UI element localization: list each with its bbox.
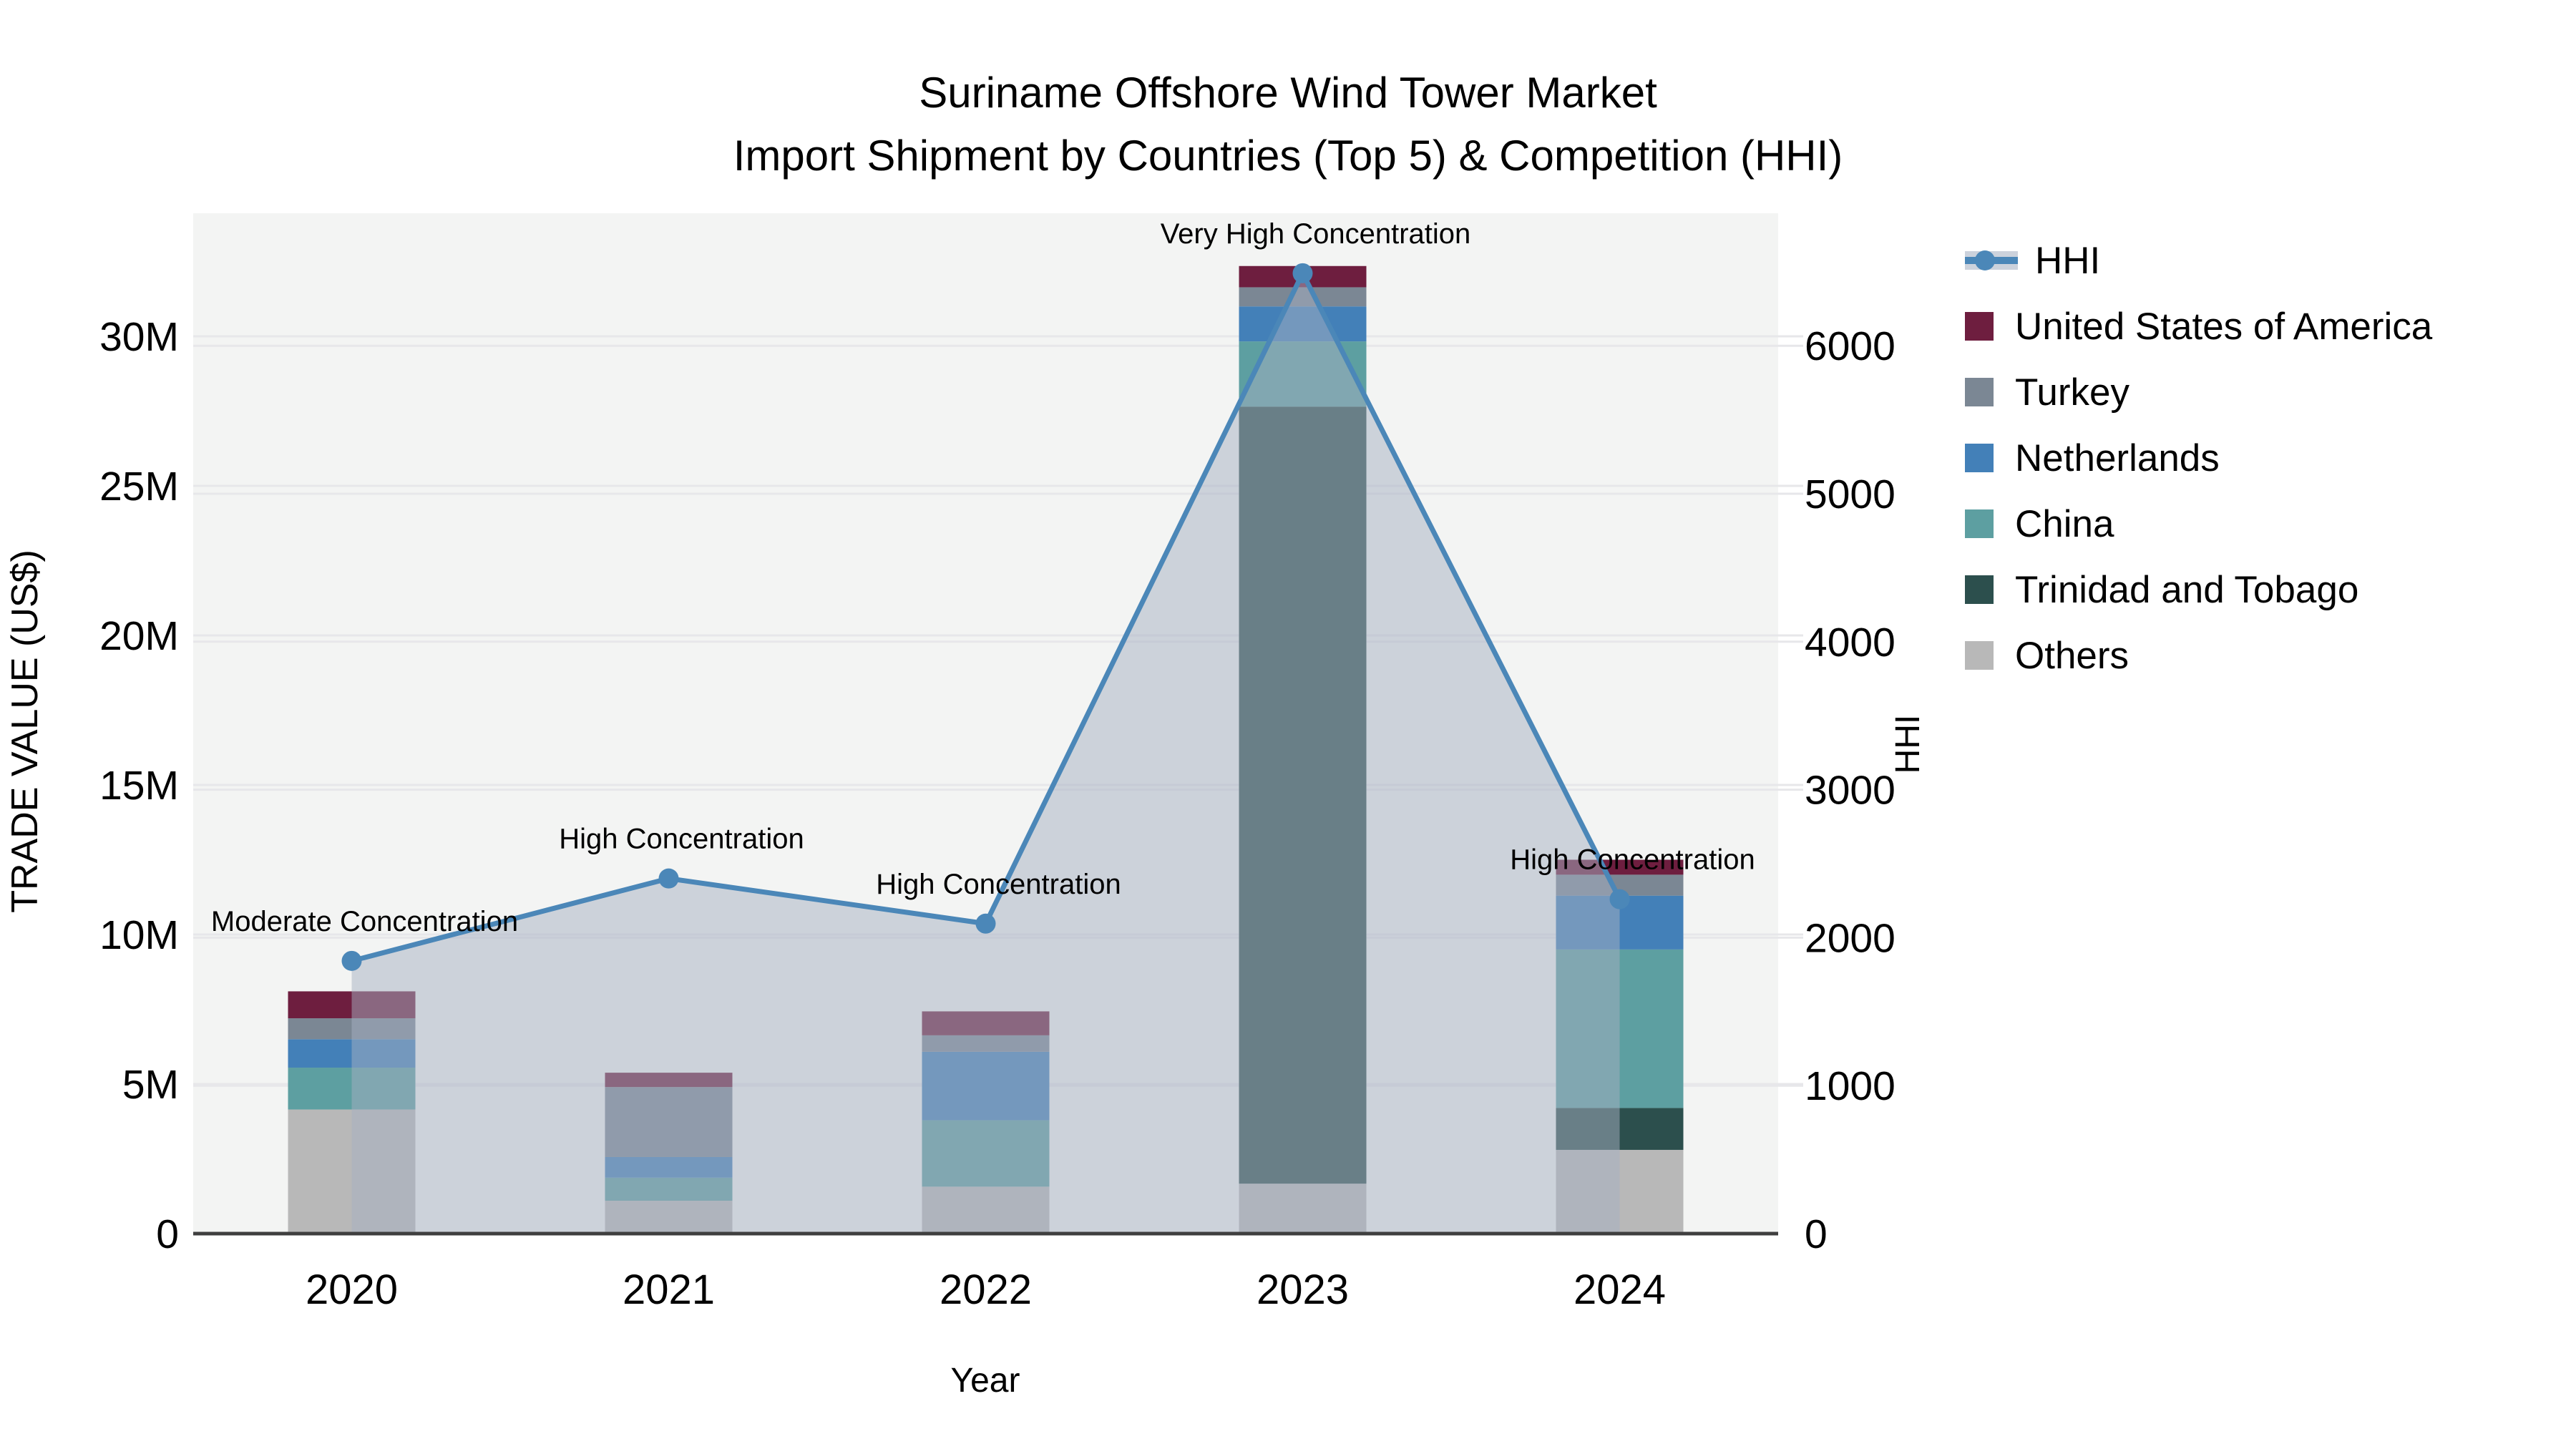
legend-item-label: HHI [2035,239,2101,282]
others-swatch-icon [1965,641,1994,670]
y-right-tick-label: 6000 [1805,323,1896,369]
y-right-tick-label: 3000 [1805,768,1896,814]
legend-item-others[interactable]: Others [1965,634,2432,677]
hhi-line-layer [341,263,1630,971]
china-swatch-icon [1965,509,1994,538]
legend-item-label: Others [2015,634,2129,677]
hhi-marker-2021[interactable] [658,868,679,889]
y-left-tick-label: 15M [99,763,179,809]
trinidad-and-tobago-swatch-icon [1965,575,1994,604]
hhi-annotation-2023: Very High Concentration [1161,218,1471,250]
y-right-tick-label: 1000 [1805,1063,1896,1109]
legend-item-trinidad-and-tobago[interactable]: Trinidad and Tobago [1965,568,2432,611]
hhi-marker-2024[interactable] [1609,889,1630,909]
y-left-tick-label: 0 [156,1211,179,1257]
united-states-of-america-swatch-icon [1965,312,1994,341]
hhi-marker-2022[interactable] [975,913,996,934]
x-tick-label-2020: 2020 [306,1267,398,1313]
legend-item-united-states-of-america[interactable]: United States of America [1965,305,2433,348]
y-left-tick-label: 10M [99,912,179,958]
y-left-tick-label: 25M [99,464,179,509]
chart-title-line1: Suriname Offshore Wind Tower Market [919,69,1657,117]
netherlands-swatch-icon [1965,444,1994,472]
y-right-tick-label: 2000 [1805,915,1896,961]
legend-item-label: Trinidad and Tobago [2015,568,2359,611]
y-left-tick-label: 20M [99,613,179,659]
chart-title-line2: Import Shipment by Countries (Top 5) & C… [733,132,1843,180]
hhi-annotation-2024: High Concentration [1510,844,1755,876]
annotations-layer: Moderate Concentration High Concentration… [211,218,1755,937]
y-left-tick-label: 5M [122,1062,179,1108]
hhi-line-swatch-icon [1965,245,2018,276]
x-tick-label-2023: 2023 [1257,1267,1349,1313]
legend-item-netherlands[interactable]: Netherlands [1965,436,2432,479]
hhi-annotation-2021: High Concentration [559,824,804,855]
hhi-area-layer [351,273,1620,1234]
x-tick-label-2021: 2021 [623,1267,715,1313]
hhi-marker-2020[interactable] [341,950,362,971]
hhi-area-fill [351,273,1620,1234]
legend-item-label: Netherlands [2015,436,2220,479]
turkey-swatch-icon [1965,378,1994,406]
legend-item-label: China [2015,502,2114,545]
y-left-axis-title: TRADE VALUE (US$) [4,550,46,913]
hhi-marker-2023[interactable] [1292,263,1313,283]
y-right-tick-label: 0 [1805,1211,1828,1257]
legend-item-hhi[interactable]: HHI [1965,239,2432,282]
y-left-tick-label: 30M [99,314,179,360]
legend-item-label: United States of America [2015,305,2433,348]
x-tick-label-2022: 2022 [940,1267,1032,1313]
x-tick-label-2024: 2024 [1574,1267,1666,1313]
legend: HHI United States of America Turkey Netherl… [1965,239,2433,677]
legend-item-china[interactable]: China [1965,502,2432,545]
y-right-axis-title: HHI [1889,715,1927,774]
hhi-annotation-2022: High Concentration [876,869,1121,900]
y-right-tick-label: 4000 [1805,620,1896,665]
legend-item-label: Turkey [2015,371,2130,414]
tick-labels-layer: 0 5M 10M 15M 20M 25M 30M 0 1000 2000 3000 4000 5000 6… [99,314,1896,1313]
x-axis-title: Year [951,1362,1020,1400]
legend-item-turkey[interactable]: Turkey [1965,371,2432,414]
y-right-tick-label: 5000 [1805,472,1896,517]
hhi-annotation-2020: Moderate Concentration [211,906,518,937]
